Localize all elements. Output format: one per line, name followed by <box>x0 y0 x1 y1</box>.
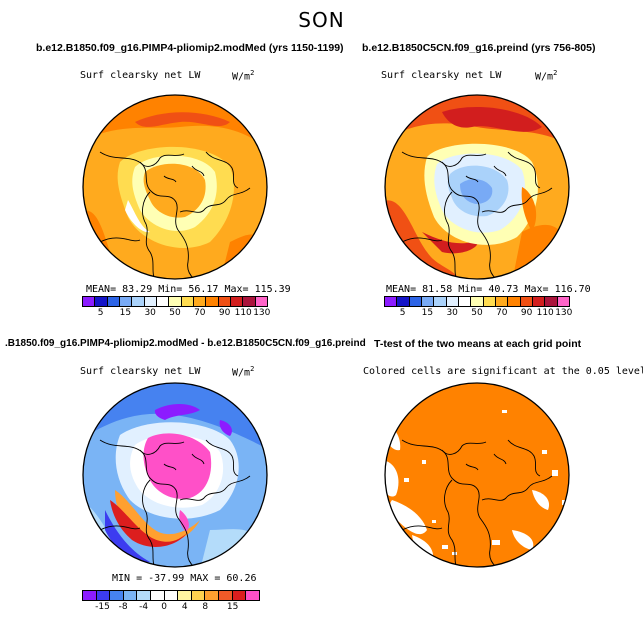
colorbar-swatch <box>458 297 472 306</box>
panel4-note: Colored cells are significant at the 0.0… <box>363 366 643 377</box>
colorbar-swatch <box>421 297 435 306</box>
colorbar-tick-label: 15 <box>119 308 132 318</box>
colorbar-swatch <box>164 591 179 600</box>
panel4-significance-map <box>384 382 570 568</box>
colorbar-swatch <box>144 297 157 306</box>
colorbar-tick-label: 130 <box>555 308 573 318</box>
colorbar-swatch <box>397 297 410 306</box>
panel2-variable-label: Surf clearsky net LW <box>381 70 502 81</box>
colorbar-tick-label: 50 <box>169 308 181 318</box>
colorbar-swatch <box>156 297 170 306</box>
colorbar-swatch <box>446 297 459 306</box>
colorbar-tick-label: -8 <box>118 602 128 612</box>
colorbar-tick-label: 90 <box>218 308 231 318</box>
colorbar-swatch <box>95 297 108 306</box>
panel3-colorbar-ticks: -15 -8 -4 0 4 8 15 <box>82 602 258 614</box>
colorbar-swatch <box>193 297 207 306</box>
colorbar-tick-label: -15 <box>95 602 110 612</box>
colorbar-tick-label: 0 <box>161 602 168 612</box>
colorbar-swatch <box>508 297 521 306</box>
colorbar-swatch <box>191 591 206 600</box>
colorbar-swatch <box>557 297 569 306</box>
colorbar-swatch <box>230 297 244 306</box>
colorbar-swatch <box>132 297 145 306</box>
panel1-colorbar <box>82 296 268 307</box>
colorbar-swatch <box>243 297 256 306</box>
colorbar-tick-label: 110 <box>234 308 252 318</box>
colorbar-swatch <box>495 297 509 306</box>
colorbar-swatch <box>532 297 546 306</box>
panel2-colorbar-ticks: 5 15 30 50 70 90 110 130 <box>384 308 573 320</box>
colorbar-swatch <box>205 591 220 600</box>
colorbar-tick-label: 50 <box>471 308 483 318</box>
colorbar-tick-label: 130 <box>253 308 271 318</box>
colorbar-swatch <box>137 591 152 600</box>
colorbar-tick-label: 5 <box>97 308 104 318</box>
panel1-title: b.e12.B1850.f09_g16.PIMP4-pliomip2.modMe… <box>36 42 344 54</box>
panel2-units: W/m2 <box>535 69 558 83</box>
colorbar-swatch <box>110 591 124 600</box>
panel2-polar-map <box>384 94 570 280</box>
panel2-colorbar <box>384 296 570 307</box>
panel3-title: .B1850.f09_g16.PIMP4-pliomip2.modMed - b… <box>5 338 366 349</box>
colorbar-swatch <box>483 297 496 306</box>
panel2-stats: MEAN= 81.58 Min= 40.73 Max= 116.70 <box>386 284 591 295</box>
panel1-polar-map <box>82 94 268 280</box>
colorbar-swatch <box>96 591 111 600</box>
colorbar-tick-label: 15 <box>421 308 434 318</box>
panel3-variable-label: Surf clearsky net LW <box>80 366 201 377</box>
panel3-colorbar <box>82 590 260 601</box>
colorbar-swatch <box>219 591 233 600</box>
panel2-title: b.e12.B1850C5CN.f09_g16.preind (yrs 756-… <box>362 42 596 54</box>
panel1-units: W/m2 <box>232 69 255 83</box>
colorbar-swatch <box>181 297 194 306</box>
colorbar-swatch <box>218 297 231 306</box>
colorbar-swatch <box>169 297 182 306</box>
colorbar-swatch <box>206 297 219 306</box>
panel3-units: W/m2 <box>232 365 255 379</box>
panel3-difference-map <box>82 382 268 568</box>
colorbar-swatch <box>246 591 259 600</box>
colorbar-swatch <box>83 591 97 600</box>
colorbar-swatch <box>545 297 558 306</box>
colorbar-swatch <box>151 591 165 600</box>
panel4-title: T-test of the two means at each grid poi… <box>374 338 582 350</box>
colorbar-tick-label: 4 <box>181 602 188 612</box>
colorbar-swatch <box>232 591 247 600</box>
colorbar-swatch <box>409 297 422 306</box>
colorbar-tick-label: 15 <box>226 602 239 612</box>
colorbar-tick-label: 70 <box>496 308 508 318</box>
colorbar-tick-label: -4 <box>139 602 149 612</box>
colorbar-tick-label: 90 <box>520 308 533 318</box>
colorbar-swatch <box>178 591 192 600</box>
colorbar-tick-label: 110 <box>536 308 554 318</box>
colorbar-swatch <box>255 297 267 306</box>
panel1-colorbar-ticks: 5 15 30 50 70 90 110 130 <box>82 308 271 320</box>
colorbar-swatch <box>520 297 533 306</box>
colorbar-swatch <box>385 297 398 306</box>
colorbar-tick-label: 8 <box>202 602 209 612</box>
colorbar-swatch <box>107 297 120 306</box>
panel1-stats: MEAN= 83.29 Min= 56.17 Max= 115.39 <box>86 284 291 295</box>
colorbar-swatch <box>434 297 447 306</box>
colorbar-tick-label: 30 <box>446 308 458 318</box>
panel1-variable-label: Surf clearsky net LW <box>80 70 201 81</box>
colorbar-tick-label: 30 <box>144 308 156 318</box>
colorbar-tick-label: 70 <box>194 308 206 318</box>
panel3-stats: MIN = -37.99 MAX = 60.26 <box>112 573 257 584</box>
colorbar-swatch <box>471 297 484 306</box>
colorbar-tick-label: 5 <box>399 308 406 318</box>
colorbar-swatch <box>83 297 96 306</box>
figure-title: SON <box>298 8 345 32</box>
colorbar-swatch <box>123 591 138 600</box>
colorbar-swatch <box>119 297 133 306</box>
